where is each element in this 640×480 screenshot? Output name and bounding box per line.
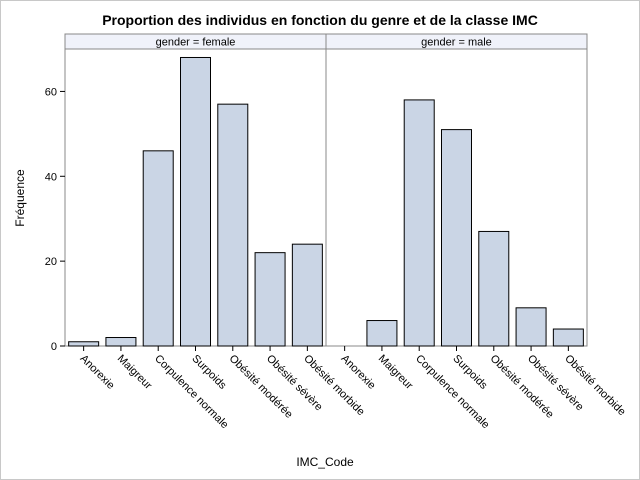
y-tick-label: 0 bbox=[51, 341, 57, 353]
bar bbox=[254, 252, 286, 347]
panel-header-label: gender = male bbox=[421, 37, 492, 49]
bar bbox=[552, 328, 584, 347]
y-tick-label: 60 bbox=[45, 86, 57, 98]
x-axis-label: IMC_Code bbox=[296, 455, 354, 469]
bar bbox=[366, 320, 398, 347]
bar bbox=[403, 99, 435, 347]
bar bbox=[217, 103, 249, 347]
y-axis-label: Fréquence bbox=[13, 169, 27, 227]
bar bbox=[105, 337, 137, 347]
chart-title: Proportion des individus en fonction du … bbox=[102, 12, 538, 28]
bar bbox=[291, 243, 323, 347]
y-tick-label: 40 bbox=[45, 171, 57, 183]
bar bbox=[180, 56, 211, 347]
bar bbox=[441, 129, 472, 347]
panel-header-label: gender = female bbox=[156, 37, 236, 49]
bar bbox=[478, 230, 510, 347]
y-tick-label: 20 bbox=[45, 256, 57, 268]
bar bbox=[142, 150, 174, 347]
bar bbox=[515, 307, 547, 347]
bar bbox=[68, 341, 100, 347]
